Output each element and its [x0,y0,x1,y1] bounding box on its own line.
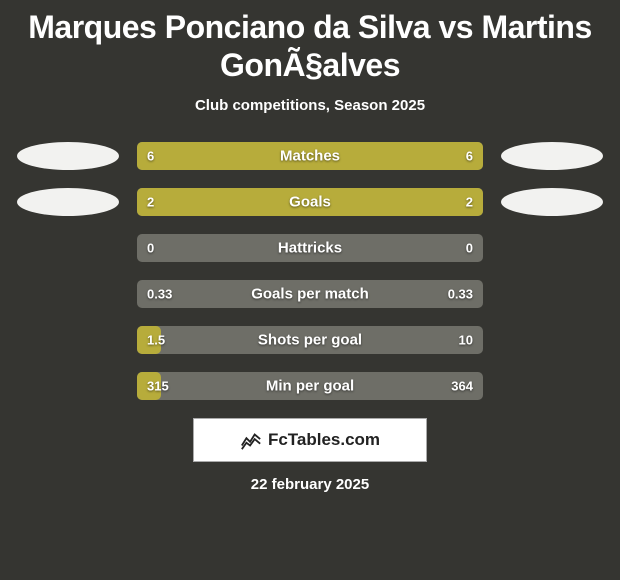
avatar-slot-left [17,234,119,262]
player-avatar-left [17,188,119,216]
branding-badge: FcTables.com [193,418,427,462]
stat-value-left: 0.33 [147,286,172,301]
branding-text: FcTables.com [268,430,380,450]
avatar-slot-left [17,142,119,170]
stat-row: 0 0 Hattricks [0,234,620,262]
avatar-slot-right [501,280,603,308]
stat-value-right: 10 [459,332,473,347]
stat-row: 315 364 Min per goal [0,372,620,400]
stat-row: 6 6 Matches [0,142,620,170]
stat-row: 0.33 0.33 Goals per match [0,280,620,308]
avatar-slot-left [17,326,119,354]
subtitle: Club competitions, Season 2025 [195,97,425,114]
stat-label: Goals [289,193,331,210]
avatar-slot-right [501,142,603,170]
player-avatar-right [501,142,603,170]
stat-value-right: 0.33 [448,286,473,301]
stat-row: 1.5 10 Shots per goal [0,326,620,354]
stat-value-right: 6 [466,148,473,163]
stat-label: Goals per match [251,285,369,302]
stat-row: 2 2 Goals [0,188,620,216]
stat-bar: 2 2 Goals [137,188,483,216]
avatar-slot-right [501,188,603,216]
date-text: 22 february 2025 [251,476,369,493]
stat-label: Hattricks [278,239,342,256]
stat-bar: 315 364 Min per goal [137,372,483,400]
stat-value-right: 2 [466,194,473,209]
stat-value-left: 2 [147,194,154,209]
avatar-slot-left [17,372,119,400]
page-title: Marques Ponciano da Silva vs Martins Gon… [0,0,620,85]
avatar-slot-left [17,188,119,216]
avatar-slot-right [501,234,603,262]
comparison-card: Marques Ponciano da Silva vs Martins Gon… [0,0,620,580]
stat-bar: 0.33 0.33 Goals per match [137,280,483,308]
stat-value-right: 0 [466,240,473,255]
avatar-slot-left [17,280,119,308]
stat-value-left: 315 [147,378,169,393]
stat-label: Matches [280,147,340,164]
stat-label: Min per goal [266,377,354,394]
stat-value-left: 1.5 [147,332,165,347]
stat-value-left: 6 [147,148,154,163]
avatar-slot-right [501,326,603,354]
stats-list: 6 6 Matches 2 2 Goals 0 0 Hattricks 0.33 0.33 Goals… [0,142,620,400]
stat-bar: 6 6 Matches [137,142,483,170]
stat-value-right: 364 [451,378,473,393]
stat-bar: 0 0 Hattricks [137,234,483,262]
stat-label: Shots per goal [258,331,362,348]
player-avatar-left [17,142,119,170]
avatar-slot-right [501,372,603,400]
stat-value-left: 0 [147,240,154,255]
stat-bar: 1.5 10 Shots per goal [137,326,483,354]
chart-icon [240,429,262,451]
player-avatar-right [501,188,603,216]
